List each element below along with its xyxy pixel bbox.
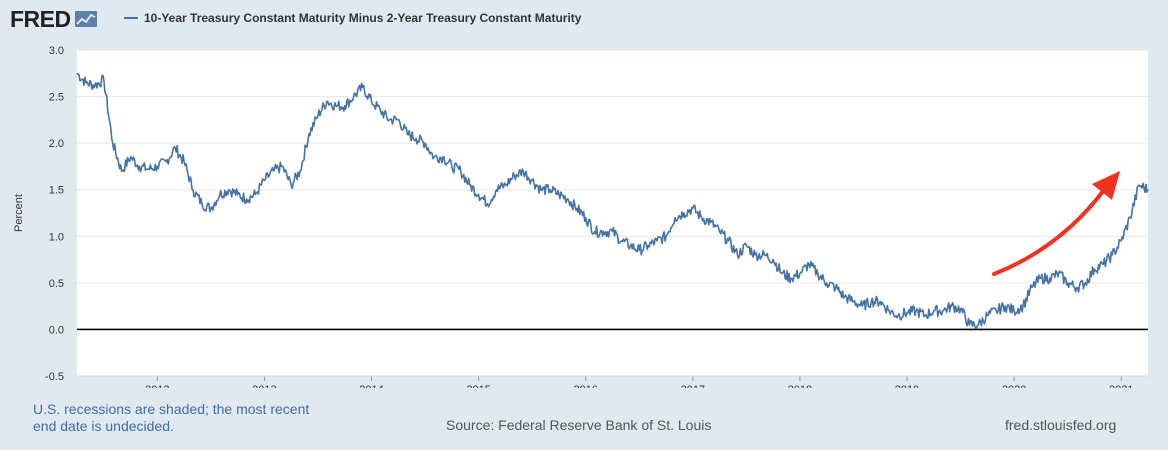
legend-swatch [124,17,138,19]
y-tick-label: -0.5 [45,371,64,383]
site-link[interactable]: fred.stlouisfed.org [1005,417,1117,433]
recession-note: U.S. recessions are shaded; the most rec… [33,401,310,434]
chart-header: FRED 10-Year Treasury Constant Maturity … [0,0,1168,40]
y-tick-label: 1.5 [49,185,64,197]
x-tick-label: 2014 [359,384,383,388]
x-tick-label: 2012 [145,384,169,388]
x-tick-label: 2018 [788,384,812,388]
x-tick-label: 2019 [895,384,919,388]
series-line [76,72,1149,329]
plot-area [77,50,1148,376]
y-tick-label: 2.5 [49,92,64,104]
x-tick-label: 2013 [252,384,276,388]
y-axis-label: Percent [13,194,25,232]
x-tick-label: 2021 [1109,384,1133,388]
y-tick-label: 0.0 [49,324,64,336]
y-tick-label: 3.0 [49,45,64,57]
fred-logo[interactable]: FRED [10,6,98,32]
x-tick-label: 2017 [681,384,705,388]
fred-logo-text: FRED [10,5,71,32]
legend-label: 10-Year Treasury Constant Maturity Minus… [144,11,582,25]
arrow-shaft [992,188,1106,276]
x-tick-label: 2016 [573,384,597,388]
y-tick-label: 1.0 [49,231,64,243]
x-tick-label: 2020 [1002,384,1026,388]
y-tick-label: 2.0 [49,138,64,150]
source-text: Source: Federal Reserve Bank of St. Loui… [446,417,712,433]
chart-legend: 10-Year Treasury Constant Maturity Minus… [124,11,581,25]
arrow-head [1092,171,1120,200]
line-chart: -0.5 0.0 0.5 1.0 1.5 2.0 2.5 3.0 2012 2013 2014 201… [13,45,1149,388]
graph-icon [74,11,97,27]
x-tick-label: 2015 [466,384,490,388]
y-tick-label: 0.5 [49,278,64,290]
